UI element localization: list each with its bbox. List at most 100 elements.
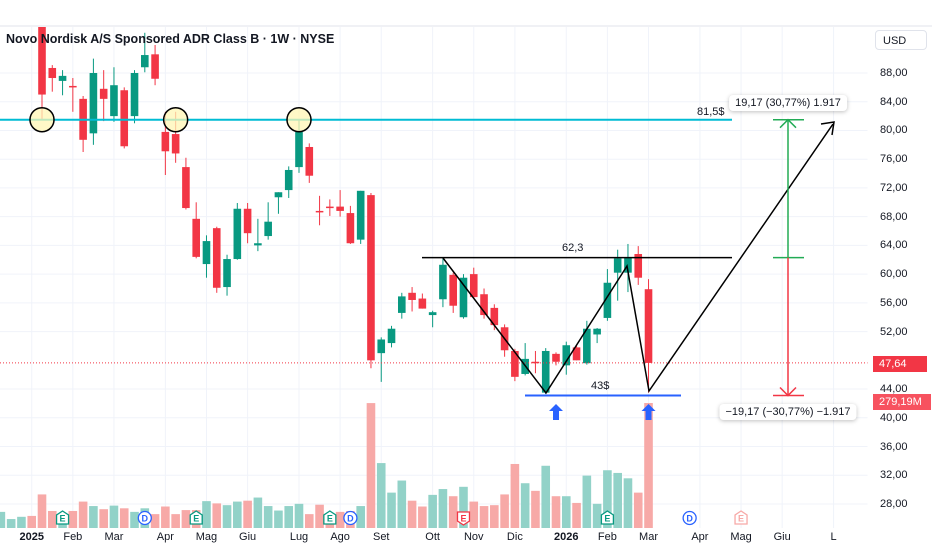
candle-body	[469, 274, 478, 298]
volume-bar	[644, 403, 653, 528]
candle-body	[418, 298, 427, 309]
volume-bar	[438, 489, 448, 528]
highlight-circle[interactable]	[286, 106, 312, 133]
volume-bar	[387, 492, 396, 528]
last-volume-tag: 279,19M	[873, 394, 931, 410]
resistance-label: 81,5$	[697, 106, 725, 118]
candle-body	[171, 134, 180, 154]
time-tick-label: Ago	[330, 531, 350, 543]
time-tick-label: Feb	[597, 531, 617, 543]
support-label: 43$	[591, 380, 610, 392]
price-tick-label: 32,00	[880, 469, 908, 482]
last-price-tag: 47,64	[873, 356, 927, 372]
price-tick-label: 28,00	[880, 497, 908, 510]
time-tick-label: 2025	[19, 531, 44, 543]
candle-body	[449, 274, 457, 306]
volume-bar	[448, 496, 458, 528]
candle-body	[583, 328, 591, 364]
earnings-icon	[734, 510, 748, 525]
candle-body	[202, 241, 211, 265]
volume-bar	[407, 500, 417, 528]
volume-bars	[0, 403, 653, 528]
candle-body	[99, 88, 108, 99]
price-tick-label: 52,00	[880, 325, 908, 338]
event-marker-earnings[interactable]: E	[600, 510, 615, 525]
volume-bar	[263, 506, 273, 528]
earnings-icon	[456, 511, 471, 526]
volume-bar	[78, 501, 88, 528]
time-tick-label: Mar	[104, 531, 124, 543]
volume-bar	[89, 506, 98, 528]
candle-body	[254, 243, 262, 246]
event-marker-earnings[interactable]: E	[55, 510, 70, 525]
event-letter: E	[738, 514, 744, 524]
volume-bar	[376, 463, 386, 528]
volume-bar	[37, 494, 47, 528]
price-tick-label: 68,00	[880, 210, 908, 223]
volume-bar	[469, 501, 479, 528]
volume-bar	[222, 505, 232, 528]
volume-bar	[99, 509, 108, 528]
candle-body	[295, 131, 303, 168]
candle-body	[48, 67, 57, 79]
candle-body	[541, 350, 550, 393]
event-marker-dividend[interactable]: D	[343, 510, 358, 526]
measure-down-label: −19,17 (−30,77%) −1.917	[719, 404, 857, 420]
event-letter: E	[460, 514, 466, 524]
volume-bar	[171, 514, 180, 528]
price-tick-label: 80,00	[880, 124, 908, 137]
earnings-icon	[600, 510, 615, 525]
drawings[interactable]	[0, 27, 869, 528]
candle-body	[613, 258, 622, 273]
candle-body	[243, 208, 252, 234]
candle-body	[182, 167, 190, 209]
candle-body	[141, 55, 149, 68]
candle-body	[305, 146, 314, 176]
volume-bar	[520, 483, 530, 528]
volume-bar	[490, 505, 499, 528]
volume-bar	[47, 510, 57, 528]
event-marker-dividend[interactable]: D	[682, 510, 697, 526]
candle-body	[490, 307, 499, 326]
volume-bar	[603, 470, 612, 528]
candle-body	[428, 312, 437, 316]
volume-bar	[531, 490, 540, 528]
volume-bar	[592, 503, 602, 528]
price-tick-label: 56,00	[880, 296, 908, 309]
candle-body	[89, 73, 98, 134]
candle-body	[38, 27, 46, 95]
event-marker-earnings[interactable]: E	[456, 511, 471, 526]
candle-body	[562, 345, 571, 366]
highlight-circle[interactable]	[162, 106, 189, 133]
event-marker-earnings[interactable]: E	[734, 510, 748, 525]
pattern-path[interactable]	[442, 123, 834, 395]
volume-bar	[130, 511, 139, 528]
highlight-circle[interactable]	[29, 106, 55, 133]
volume-bar	[397, 480, 407, 528]
grid	[0, 27, 868, 528]
volume-bar	[623, 478, 633, 528]
time-tick-label: Apr	[156, 531, 174, 543]
candle-body	[120, 90, 129, 147]
price-tick-label: 36,00	[880, 440, 908, 453]
volume-bar	[68, 510, 78, 528]
volume-bar	[582, 475, 592, 528]
currency-button[interactable]: USD	[875, 30, 927, 50]
time-tick-label: Apr	[691, 531, 709, 543]
candle-body	[459, 277, 468, 318]
event-marker-dividend[interactable]: D	[137, 510, 152, 526]
earnings-icon	[323, 510, 337, 525]
volume-bar	[150, 514, 160, 528]
volume-bar	[613, 472, 622, 528]
candle-body	[603, 282, 612, 318]
price-tick-label: 84,00	[880, 95, 908, 108]
price-tick-label: 44,00	[880, 383, 908, 396]
volume-bar	[161, 506, 170, 528]
volume-bar	[479, 506, 489, 528]
event-marker-earnings[interactable]: E	[189, 510, 203, 525]
event-marker-earnings[interactable]: E	[323, 510, 337, 525]
volume-bar	[233, 501, 242, 528]
candle-body	[58, 75, 67, 81]
